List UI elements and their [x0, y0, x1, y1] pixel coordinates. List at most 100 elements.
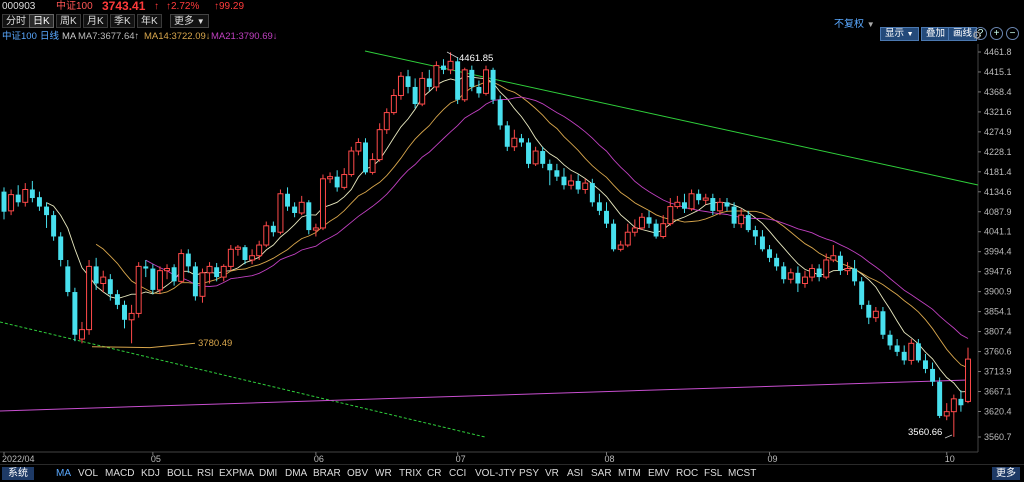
- indicator-vol-jty[interactable]: VOL-JTY: [475, 468, 517, 479]
- indicator-dmi[interactable]: DMI: [259, 468, 278, 479]
- candle-down: [114, 294, 120, 305]
- indicator-obv[interactable]: OBV: [347, 468, 369, 479]
- draw-line-button[interactable]: 画线: [948, 27, 978, 41]
- indicator-roc[interactable]: ROC: [676, 468, 699, 479]
- price-tick-label: 4368.4: [984, 87, 1012, 97]
- indicator-wr[interactable]: WR: [375, 468, 392, 479]
- candle-down: [745, 215, 751, 231]
- low-marker-line: [91, 342, 196, 349]
- candle-up: [908, 342, 915, 361]
- candle-up: [624, 231, 631, 246]
- price-tick-label: 3807.4: [984, 327, 1012, 337]
- candle-down: [285, 193, 291, 207]
- price-tick-label: 4228.1: [984, 147, 1012, 157]
- candle-down: [412, 86, 418, 105]
- candle-down: [774, 257, 780, 267]
- price-tick-label: 3667.1: [984, 387, 1012, 397]
- abs-change: ↑99.29: [214, 1, 245, 12]
- adjust-dropdown[interactable]: 不复权 ▼: [834, 15, 875, 30]
- support-trendline: [0, 321, 486, 438]
- zoom-out-icon[interactable]: −: [1006, 27, 1019, 40]
- candle-down: [150, 268, 156, 290]
- candle-up: [872, 310, 879, 319]
- candle-down: [752, 230, 758, 237]
- candle-up: [568, 180, 575, 186]
- candle-down: [880, 311, 886, 335]
- indicator-trix[interactable]: TRIX: [399, 468, 422, 479]
- indicator-brar[interactable]: BRAR: [313, 468, 341, 479]
- tab-daily[interactable]: 日K: [29, 14, 54, 28]
- price-tick-label: 3994.4: [984, 247, 1012, 257]
- legend-ma: MA: [62, 31, 77, 42]
- time-tick-label: 09: [768, 454, 778, 464]
- high-marker-line: [446, 51, 459, 59]
- candle-up: [844, 268, 851, 272]
- candle-down: [292, 206, 298, 213]
- indicator-vol[interactable]: VOL: [78, 468, 99, 479]
- candle-down: [767, 249, 773, 258]
- candle-up: [688, 193, 695, 210]
- candle-down: [696, 193, 702, 201]
- candle-up: [22, 188, 29, 203]
- candle-up: [447, 60, 454, 71]
- indicator-emv[interactable]: EMV: [648, 468, 670, 479]
- candle-down: [72, 292, 78, 335]
- candle-down: [455, 61, 461, 100]
- settings-gear-icon[interactable]: ⚙: [972, 30, 982, 42]
- ma-legend: 中证100 日线 MA MA7:3677.64↑ MA14:3722.09↓ M…: [0, 30, 1024, 43]
- indicator-rsi[interactable]: RSI: [197, 468, 214, 479]
- indicator-macd[interactable]: MACD: [105, 468, 135, 479]
- indicator-ma[interactable]: MA: [56, 468, 71, 479]
- ma14-line: [95, 81, 969, 369]
- indicator-cci[interactable]: CCI: [449, 468, 467, 479]
- quote-header: 000903 中证100 3743.41 ↑ ↑2.72% ↑99.29: [0, 0, 1024, 13]
- candle-down: [922, 360, 928, 369]
- show-label: 显示: [885, 28, 905, 39]
- candle-down: [837, 255, 843, 271]
- indicator-asi[interactable]: ASI: [567, 468, 584, 479]
- tab-weekly[interactable]: 周K: [56, 14, 81, 28]
- tab-yearly[interactable]: 年K: [137, 14, 162, 28]
- indicator-sar[interactable]: SAR: [591, 468, 612, 479]
- indicator-fsl[interactable]: FSL: [704, 468, 723, 479]
- zoom-in-icon[interactable]: +: [990, 27, 1003, 40]
- indicator-vr[interactable]: VR: [545, 468, 559, 479]
- tab-monthly[interactable]: 月K: [83, 14, 108, 28]
- help-icon[interactable]: ?: [974, 27, 987, 40]
- indicator-boll[interactable]: BOLL: [167, 468, 193, 479]
- price-tick-label: 3560.7: [984, 432, 1012, 442]
- indicator-kdj[interactable]: KDJ: [141, 468, 160, 479]
- system-button[interactable]: 系统: [2, 467, 34, 480]
- indicator-dma[interactable]: DMA: [285, 468, 308, 479]
- candle-down: [363, 142, 368, 173]
- candle-up: [348, 150, 355, 176]
- candle-up: [355, 141, 362, 152]
- indicator-psy[interactable]: PSY: [519, 468, 540, 479]
- candle-up: [390, 94, 397, 114]
- candlestick-chart[interactable]: 4461.8 4415.1 4368.4 4321.6 4274.9 4228.1 4181…: [0, 0, 1024, 464]
- indicator-mcst[interactable]: MCST: [728, 468, 757, 479]
- candle-up: [950, 398, 957, 413]
- indicator-cr[interactable]: CR: [427, 468, 442, 479]
- candle-down: [724, 202, 730, 207]
- candle-down: [518, 138, 524, 143]
- tab-more[interactable]: 更多 ▼: [170, 14, 209, 28]
- legend-ma21: MA21:3790.69↓: [211, 31, 278, 42]
- indicator-mtm[interactable]: MTM: [618, 468, 641, 479]
- candle-down: [859, 281, 865, 305]
- candle-down: [93, 266, 99, 284]
- candle-up: [249, 255, 256, 261]
- show-dropdown[interactable]: 显示 ▼: [880, 27, 919, 41]
- legend-index: 中证100: [2, 31, 37, 42]
- tab-quarterly[interactable]: 季K: [110, 14, 135, 28]
- price-tick-label: 3854.1: [984, 307, 1012, 317]
- price-tick-label: 3947.6: [984, 267, 1012, 277]
- candle-down: [15, 194, 21, 203]
- candle-down: [192, 266, 198, 297]
- candle-down: [405, 76, 411, 87]
- chevron-down-icon: ▼: [906, 31, 914, 38]
- up-arrow: ↑: [154, 1, 159, 12]
- indicator-expma[interactable]: EXPMA: [219, 468, 255, 479]
- more-indicators-button[interactable]: 更多: [992, 467, 1020, 480]
- candle-down: [334, 176, 340, 188]
